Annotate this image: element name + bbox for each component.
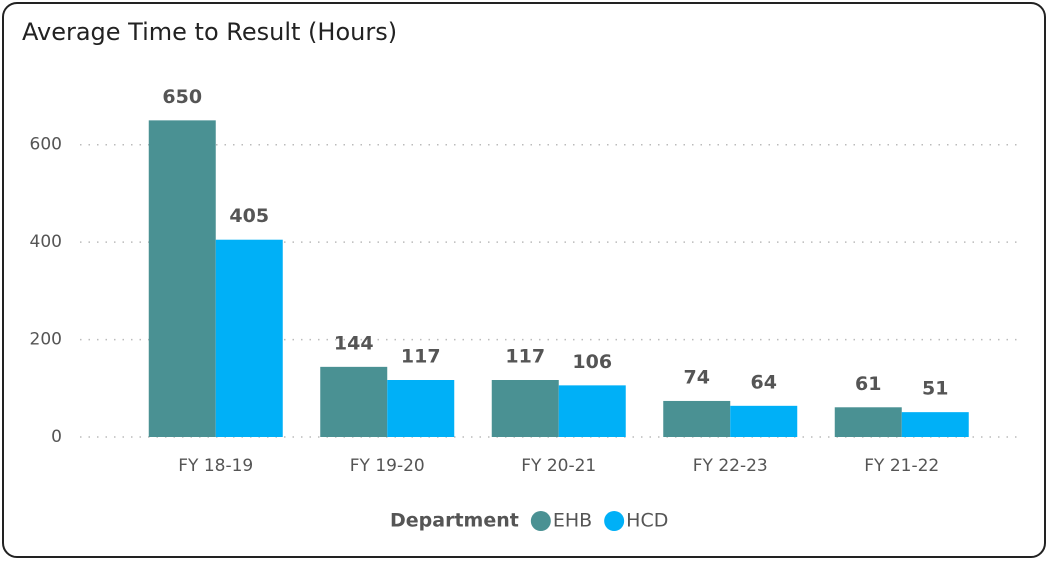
data-label: 74: [684, 366, 710, 388]
data-label: 117: [505, 346, 545, 368]
x-tick-label: FY 22-23: [693, 456, 768, 476]
data-label: 650: [162, 86, 202, 108]
bar: [320, 366, 388, 437]
bar: [491, 380, 559, 437]
y-tick-label: 600: [30, 135, 62, 155]
bar: [558, 385, 626, 437]
bar: [663, 400, 731, 437]
bar: [148, 120, 216, 437]
data-label: 405: [229, 205, 269, 227]
bar: [834, 407, 902, 437]
chart-title: Average Time to Result (Hours): [22, 18, 397, 46]
x-tick-label: FY 20-21: [521, 456, 596, 476]
data-label: 64: [751, 371, 777, 393]
y-tick-label: 0: [51, 427, 62, 447]
x-tick-label: FY 21-22: [864, 456, 939, 476]
data-label: 144: [334, 332, 374, 354]
bar: [215, 239, 283, 437]
data-label: 51: [922, 378, 948, 400]
legend-swatch: [530, 511, 551, 531]
bar: [901, 412, 969, 437]
bar: [387, 380, 455, 437]
y-tick-label: 200: [30, 330, 62, 350]
y-tick-label: 400: [30, 232, 62, 252]
legend-label: EHB: [553, 510, 592, 532]
legend-label: HCD: [626, 510, 668, 532]
data-label: 61: [855, 373, 881, 395]
legend-title: Department: [390, 510, 519, 532]
data-label: 106: [572, 351, 612, 373]
x-tick-label: FY 19-20: [350, 456, 425, 476]
bar: [730, 405, 798, 437]
data-label: 117: [401, 346, 441, 368]
x-tick-label: FY 18-19: [178, 456, 253, 476]
legend-swatch: [604, 511, 625, 531]
